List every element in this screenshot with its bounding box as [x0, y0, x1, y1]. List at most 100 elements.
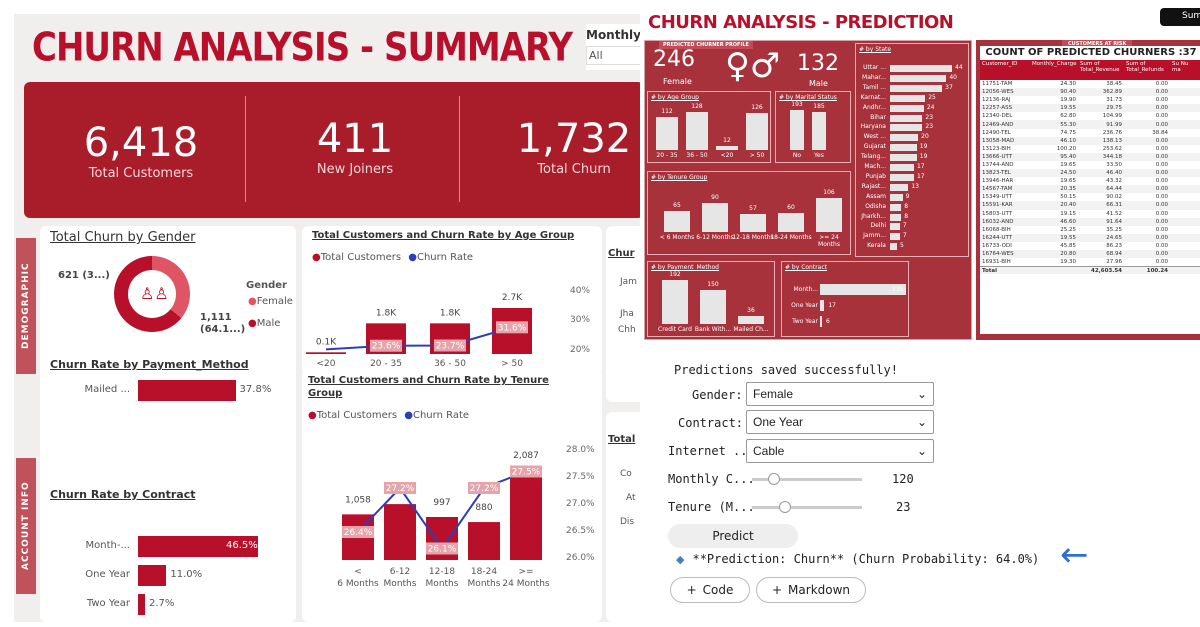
bar-label: Mach...	[864, 163, 886, 170]
month-filter[interactable]: Monthly All	[586, 24, 640, 70]
add-markdown-button[interactable]: + Markdown	[756, 577, 866, 603]
bar-value: 7	[902, 232, 907, 240]
bar	[306, 352, 346, 354]
y-tick-label: 26.5%	[566, 526, 595, 536]
bar-value: 46.5%	[226, 540, 258, 551]
table-cell: 68.94	[1106, 251, 1122, 258]
table-cell: 0.00	[1155, 178, 1168, 185]
row-label: Jam	[620, 277, 637, 287]
tenure-slider[interactable]	[752, 501, 862, 513]
rate-label-bg	[496, 321, 528, 334]
age-chart-svg: 0.1K <20 1.8K 20 - 35 1.8K 36 - 50 2.7K > 50 23.…	[306, 286, 590, 369]
bar	[890, 164, 914, 171]
table-cell: 0.00	[1155, 137, 1168, 144]
bar-value: 11.0%	[170, 569, 203, 580]
table-cell: 35.25	[1106, 226, 1122, 233]
payment-title: Churn Rate by Payment_Method	[50, 358, 249, 371]
gender-dropdown[interactable]: Female ⌄	[746, 382, 934, 406]
age-chart-title: Total Customers and Churn Rate by Age Gr…	[312, 230, 575, 241]
table-cell: 13946-HAR	[982, 178, 1014, 185]
table-cell: 38.84	[1152, 129, 1168, 136]
kpi-panel: 6,418 Total Customers 411 New Joiners 1,…	[24, 82, 640, 218]
tenure-label: Tenure (M...	[668, 500, 755, 514]
table-cell: 0.00	[1155, 113, 1168, 120]
x-tick-label: <20	[317, 359, 336, 369]
x-tick-label: Months	[384, 579, 417, 589]
bar-label: Delhi	[870, 222, 886, 230]
table-cell: 24.30	[1060, 81, 1076, 88]
table-cell: 13123-BIH	[982, 145, 1011, 152]
table-row: 15349-UTT 50.15 90.02 0.00	[980, 193, 1200, 201]
table-cell: 15591-KAR	[982, 202, 1013, 209]
y-tick-label: 27.0%	[566, 499, 595, 509]
dropdown-value: One Year	[753, 415, 804, 429]
bar-value: 193	[791, 101, 803, 108]
bar-value: 1.8K	[440, 308, 461, 318]
column-header: Monthly_Charge	[1032, 61, 1077, 67]
bar-value: 185	[813, 102, 825, 110]
bar	[820, 284, 906, 295]
female-data-label: 621 (3...)	[58, 270, 110, 281]
table-cell: 13744-AND	[982, 161, 1014, 168]
table-cell: 20.35	[1060, 186, 1076, 193]
table-cell: 24.65	[1106, 234, 1122, 241]
table-cell: 0.00	[1155, 121, 1168, 128]
table-row: 12136-RAJ 19.90 31.73 0.00	[980, 96, 1200, 104]
table-cell: 0.00	[1155, 210, 1168, 217]
table-cell: 253.62	[1102, 145, 1122, 152]
contract-dropdown[interactable]: One Year ⌄	[746, 410, 934, 434]
button-label: Markdown	[788, 583, 851, 597]
bar-value: 880	[475, 503, 492, 513]
prediction-result: ◆ **Prediction: Churn** (Churn Probabili…	[676, 552, 1039, 566]
sidebar-demographic: DEMOGRAPHIC	[16, 238, 36, 374]
table-row: 13666-UTT 95.40 344.18 0.00	[980, 152, 1200, 161]
x-tick-label: 36 - 50	[686, 152, 708, 159]
add-code-button[interactable]: + Code	[670, 577, 750, 603]
column-header: Customer_ID	[982, 61, 1018, 67]
table-cell: 0.00	[1155, 226, 1168, 233]
bar-label: Telang...	[860, 153, 886, 161]
bar-label: Odisha	[865, 202, 886, 210]
x-tick-label: Mailed Ch...	[733, 326, 769, 333]
predict-button[interactable]: Predict	[668, 524, 798, 548]
slider-handle[interactable]	[768, 473, 780, 485]
table-cell: 24.50	[1060, 170, 1076, 177]
table-cell: 13666-UTT	[982, 153, 1013, 160]
bar-value: 8	[904, 212, 909, 220]
table-cell: 16068-BIH	[982, 226, 1011, 233]
diamond-icon: ◆	[676, 552, 685, 566]
table-cell: 0.00	[1155, 259, 1168, 266]
bar	[890, 104, 924, 112]
bar-value: 37	[945, 83, 953, 91]
profile-title: PREDICTED CHURNER PROFILE	[659, 41, 753, 49]
internet-dropdown[interactable]: Cable ⌄	[746, 439, 934, 463]
table-cell: 344.18	[1102, 153, 1122, 160]
male-data-pct: (64.1...)	[200, 324, 246, 335]
kpi-total-customers: 6,418 Total Customers	[46, 120, 236, 181]
table-cell: 12340-DEL	[982, 113, 1013, 120]
bar-label: Bihar	[870, 113, 886, 121]
tenure-chart-svg: 1,058<6 Months1,2966-12Months99712-18Mon…	[337, 445, 595, 589]
y-tick-label: 28.0%	[566, 445, 595, 455]
monthly-slider[interactable]	[752, 473, 862, 485]
bar-label: Mahar...	[862, 73, 886, 81]
legend-label: Total Customers	[316, 410, 398, 421]
slider-handle[interactable]	[779, 501, 791, 513]
churn-rate-line	[325, 326, 513, 351]
bar	[890, 134, 919, 142]
table-row: 16068-BIH 25.25 35.25 0.00	[980, 226, 1200, 234]
table-row: 16764-WES 20.80 68.94 0.00	[980, 249, 1200, 259]
table-cell: 104.99	[1102, 113, 1122, 120]
x-tick-label: 20 - 35	[370, 359, 402, 369]
bar	[890, 213, 902, 221]
bar	[510, 470, 542, 560]
summary-nav-button[interactable]: Summ	[1160, 8, 1200, 26]
x-tick-label: < 6 Months	[659, 234, 695, 241]
table-cell: 19.65	[1060, 178, 1076, 185]
table-cell: 13823-TEL	[982, 170, 1011, 177]
table-cell: 50.15	[1060, 194, 1076, 201]
sidebar-account-info: ACCOUNT INFO	[16, 458, 36, 594]
x-tick-label: 12-18	[429, 567, 455, 577]
bar	[816, 198, 842, 232]
x-tick-label: 18-24 Months	[770, 234, 812, 241]
